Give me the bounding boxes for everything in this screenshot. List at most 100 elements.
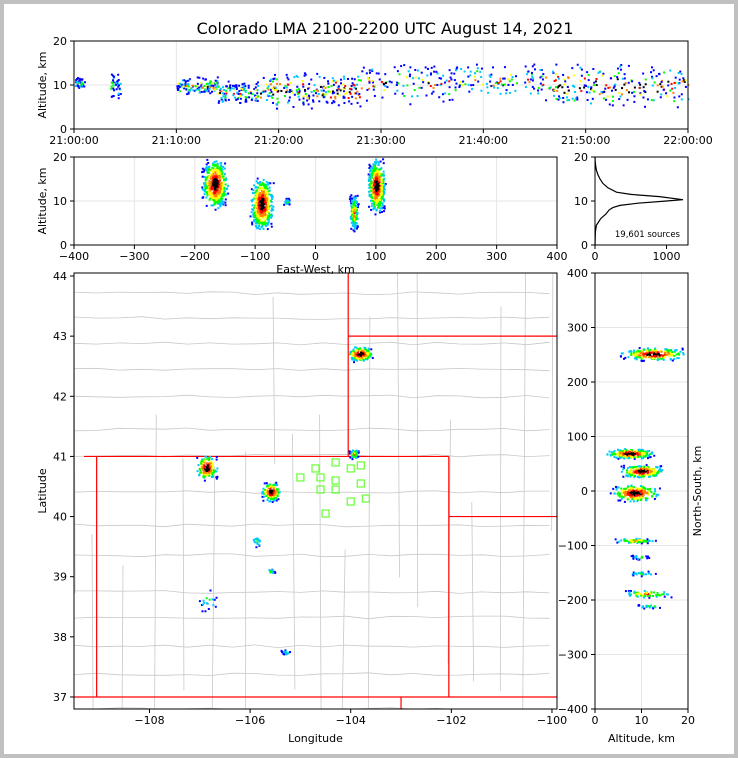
source-cell (670, 354, 673, 357)
source-cell (644, 539, 647, 542)
county-line (121, 565, 124, 709)
source-cell (353, 453, 356, 456)
source-cell (623, 500, 626, 503)
source-cell (636, 452, 639, 455)
source-cell (380, 207, 383, 210)
source-cell (639, 468, 642, 471)
source-cell (217, 101, 220, 104)
source-cell (558, 97, 561, 100)
source-cell (378, 191, 381, 194)
source-cell (545, 99, 548, 102)
source-cell (668, 349, 671, 352)
source-cell (638, 470, 641, 473)
source-cell (223, 167, 226, 170)
source-cell (211, 598, 214, 601)
source-cell (433, 65, 436, 68)
source-cell (408, 75, 411, 78)
source-cell (641, 492, 644, 495)
source-cell (196, 456, 199, 459)
source-cell (274, 491, 277, 494)
source-cell (265, 199, 268, 202)
source-cell (219, 205, 222, 208)
source-cell (250, 188, 253, 191)
source-cell (208, 458, 211, 461)
source-cell (331, 92, 334, 95)
source-cell (241, 83, 244, 86)
x-tick-label: 0 (592, 250, 599, 263)
source-cell (345, 91, 348, 94)
source-cell (370, 174, 373, 177)
source-cell (203, 175, 206, 178)
source-cell (198, 473, 201, 476)
source-cell (268, 92, 271, 95)
source-cell (670, 82, 673, 85)
source-cell (205, 190, 208, 193)
source-cell (277, 498, 280, 501)
county-line (341, 549, 346, 709)
source-cell (633, 95, 636, 98)
source-cell (206, 473, 209, 476)
source-cell (254, 89, 257, 92)
source-cluster (624, 589, 673, 599)
source-cell (82, 82, 85, 85)
source-cell (674, 86, 677, 89)
source-cell (580, 89, 583, 92)
source-cell (286, 101, 289, 104)
source-cell (273, 77, 276, 80)
source-cell (527, 70, 530, 73)
source-cell (350, 201, 353, 204)
source-cell (281, 651, 284, 654)
source-cell (381, 96, 384, 99)
source-cell (275, 103, 278, 106)
source-cell (218, 194, 221, 197)
source-cell (273, 89, 276, 92)
source-cell (666, 95, 669, 98)
source-cell (646, 557, 649, 560)
source-cell (377, 190, 380, 193)
source-cell (632, 539, 635, 542)
source-cell (304, 90, 307, 93)
source-cell (614, 88, 617, 91)
source-cell (485, 82, 488, 85)
x-tick-label: 21:20:00 (254, 134, 303, 147)
source-cell (211, 462, 214, 465)
source-cell (620, 497, 623, 500)
source-cell (662, 358, 665, 361)
source-cell (626, 471, 629, 474)
source-cell (591, 97, 594, 100)
source-cell (251, 93, 254, 96)
source-cell (214, 167, 217, 170)
source-cell (370, 208, 373, 211)
source-cell (623, 464, 626, 467)
source-cell (640, 448, 643, 451)
source-cell (539, 69, 542, 72)
source-cell (261, 194, 264, 197)
source-cell (542, 83, 545, 86)
source-cell (654, 355, 657, 358)
source-cell (224, 204, 227, 207)
source-cell (353, 212, 356, 215)
source-cell (376, 170, 379, 173)
source-cell (270, 78, 273, 81)
source-cell (601, 74, 604, 77)
source-cell (202, 462, 205, 465)
source-cell (215, 175, 218, 178)
source-cell (113, 75, 116, 78)
source-cell (255, 206, 258, 209)
source-cell (379, 173, 382, 176)
source-cell (296, 85, 299, 88)
source-cell (298, 87, 301, 90)
source-cell (263, 194, 266, 197)
source-cell (208, 184, 211, 187)
source-cell (310, 107, 313, 110)
source-cell (586, 99, 589, 102)
source-cell (259, 92, 262, 95)
source-cell (627, 475, 630, 478)
source-cell (436, 83, 439, 86)
source-cell (624, 448, 627, 451)
source-cell (531, 75, 534, 78)
altitude-distribution-line (594, 156, 684, 246)
source-cell (286, 201, 289, 204)
source-cell (244, 98, 247, 101)
source-cell (641, 352, 644, 355)
